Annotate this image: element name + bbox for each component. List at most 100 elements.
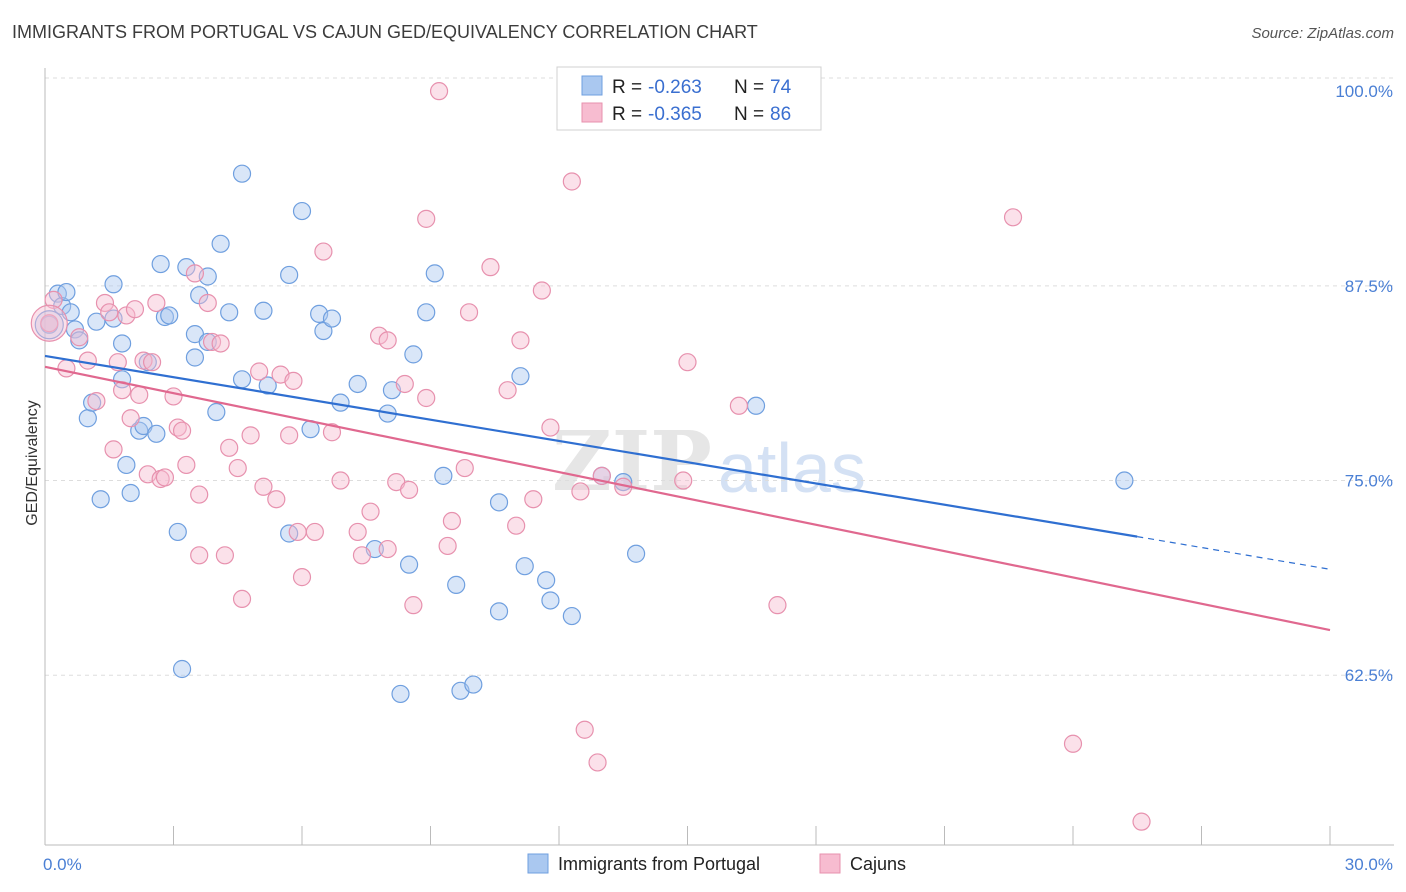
point-cajuns [378, 331, 397, 350]
point-cajuns [562, 172, 581, 191]
point-portugal [489, 493, 509, 512]
point-cajuns [417, 388, 436, 408]
point-cajuns [125, 300, 145, 319]
point-portugal [121, 483, 140, 503]
point-cajuns [314, 242, 333, 261]
point-cajuns [177, 455, 196, 475]
point-cajuns [40, 314, 59, 333]
point-portugal [746, 396, 766, 415]
point-portugal [447, 575, 466, 594]
legend-n-label-cajuns: N = [734, 104, 764, 125]
legend-r-label-portugal: R = [612, 77, 642, 98]
point-portugal [541, 591, 560, 610]
point-portugal [185, 348, 205, 367]
point-cajuns [429, 82, 449, 101]
point-portugal [87, 312, 106, 331]
point-cajuns [361, 502, 380, 521]
point-portugal [331, 393, 350, 412]
point-cajuns [198, 293, 217, 313]
correlation-legend: R = -0.263 N = 74 R = -0.365 N = 86 [556, 66, 822, 131]
point-portugal [168, 522, 187, 542]
point-cajuns [532, 281, 551, 300]
point-cajuns [442, 511, 462, 531]
point-cajuns [331, 471, 350, 490]
point-portugal [112, 334, 132, 353]
point-cajuns [768, 596, 787, 615]
watermark-atlas: atlas [718, 429, 866, 507]
point-cajuns [1132, 812, 1151, 831]
point-cajuns [142, 353, 162, 372]
series-legend: Immigrants from Portugal Cajuns [527, 853, 906, 874]
point-cajuns [575, 720, 594, 739]
point-portugal [292, 201, 312, 221]
point-portugal [322, 309, 342, 328]
point-cajuns [228, 458, 247, 478]
point-portugal [104, 275, 123, 294]
point-portugal [489, 602, 509, 621]
point-cluster-cajuns [30, 304, 68, 342]
point-portugal [417, 303, 436, 322]
point-portugal [258, 376, 277, 395]
legend-r-label-cajuns: R = [612, 104, 642, 125]
point-cajuns [481, 258, 500, 277]
legend-n-value-cajuns: 86 [770, 104, 791, 125]
legend-r-value-portugal: -0.263 [648, 77, 702, 98]
point-portugal [314, 321, 333, 341]
point-cajuns [370, 326, 389, 345]
point-portugal [232, 164, 252, 183]
point-cajuns [164, 387, 183, 406]
point-portugal [211, 234, 230, 253]
point-cajuns [44, 290, 63, 309]
point-cajuns [284, 371, 303, 390]
series-portugal-points [34, 80, 1134, 704]
y-tick-label: 100.0% [1335, 82, 1393, 101]
point-cajuns [147, 293, 166, 313]
point-cajuns [511, 331, 530, 350]
trend-line-portugal [44, 354, 1138, 538]
point-cajuns [104, 440, 123, 459]
point-cajuns [292, 568, 312, 587]
legend-swatch-cajuns [581, 102, 603, 123]
point-portugal [404, 345, 423, 364]
trend-line-cajuns [44, 365, 1331, 632]
point-cajuns [729, 396, 749, 415]
point-portugal [511, 367, 530, 386]
legend-r-value-cajuns: -0.365 [648, 104, 702, 125]
point-portugal [78, 409, 97, 428]
point-cajuns [498, 381, 517, 400]
point-cajuns [267, 490, 286, 509]
bottom-legend-label-portugal: Immigrants from Portugal [558, 854, 760, 874]
y-axis-label: GED/Equivalency [24, 400, 41, 525]
point-portugal [151, 254, 170, 274]
point-cajuns [232, 589, 252, 609]
point-cajuns [322, 423, 342, 442]
point-cajuns [288, 522, 307, 542]
point-cajuns [78, 351, 97, 370]
point-cajuns [541, 418, 560, 437]
point-cajuns [404, 596, 423, 615]
point-cajuns [1003, 208, 1023, 227]
point-cajuns [1063, 734, 1083, 753]
point-cajuns [220, 438, 239, 457]
legend-swatch-portugal [581, 75, 603, 96]
point-cajuns [399, 480, 419, 499]
point-cajuns [280, 426, 299, 445]
point-portugal [254, 301, 273, 320]
point-cajuns [185, 264, 205, 283]
point-cajuns [100, 303, 119, 322]
axes [44, 68, 1394, 846]
point-cajuns [507, 516, 526, 535]
point-cajuns [190, 485, 209, 504]
point-cajuns [395, 374, 414, 394]
point-portugal [399, 555, 419, 574]
point-portugal [147, 424, 166, 443]
point-cajuns [241, 426, 260, 445]
point-portugal [537, 571, 556, 590]
point-portugal [91, 490, 110, 509]
chart-title: IMMIGRANTS FROM PORTUGAL VS CAJUN GED/EQ… [12, 22, 758, 42]
point-portugal [425, 264, 444, 283]
x-tick-label: 0.0% [43, 855, 82, 874]
point-cajuns [674, 471, 693, 490]
y-tick-labels: 62.5% 75.0% 87.5% 100.0% [1335, 82, 1393, 685]
point-cajuns [348, 522, 367, 542]
